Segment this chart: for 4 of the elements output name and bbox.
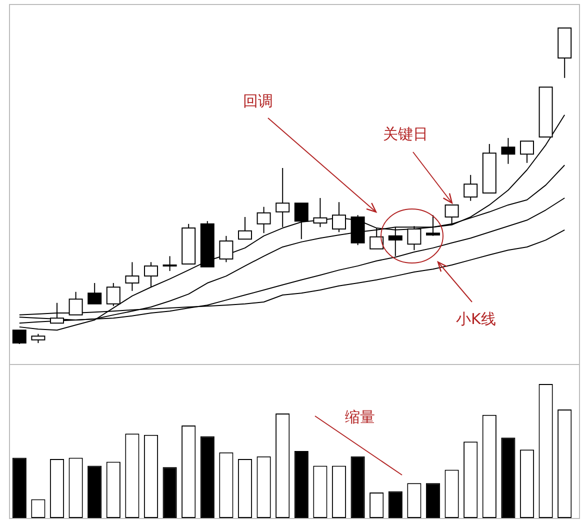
- annotation: 小K线: [456, 310, 496, 328]
- annotation: 回调: [243, 92, 273, 110]
- annotation: 缩量: [345, 408, 375, 426]
- annotation: 关键日: [383, 125, 428, 143]
